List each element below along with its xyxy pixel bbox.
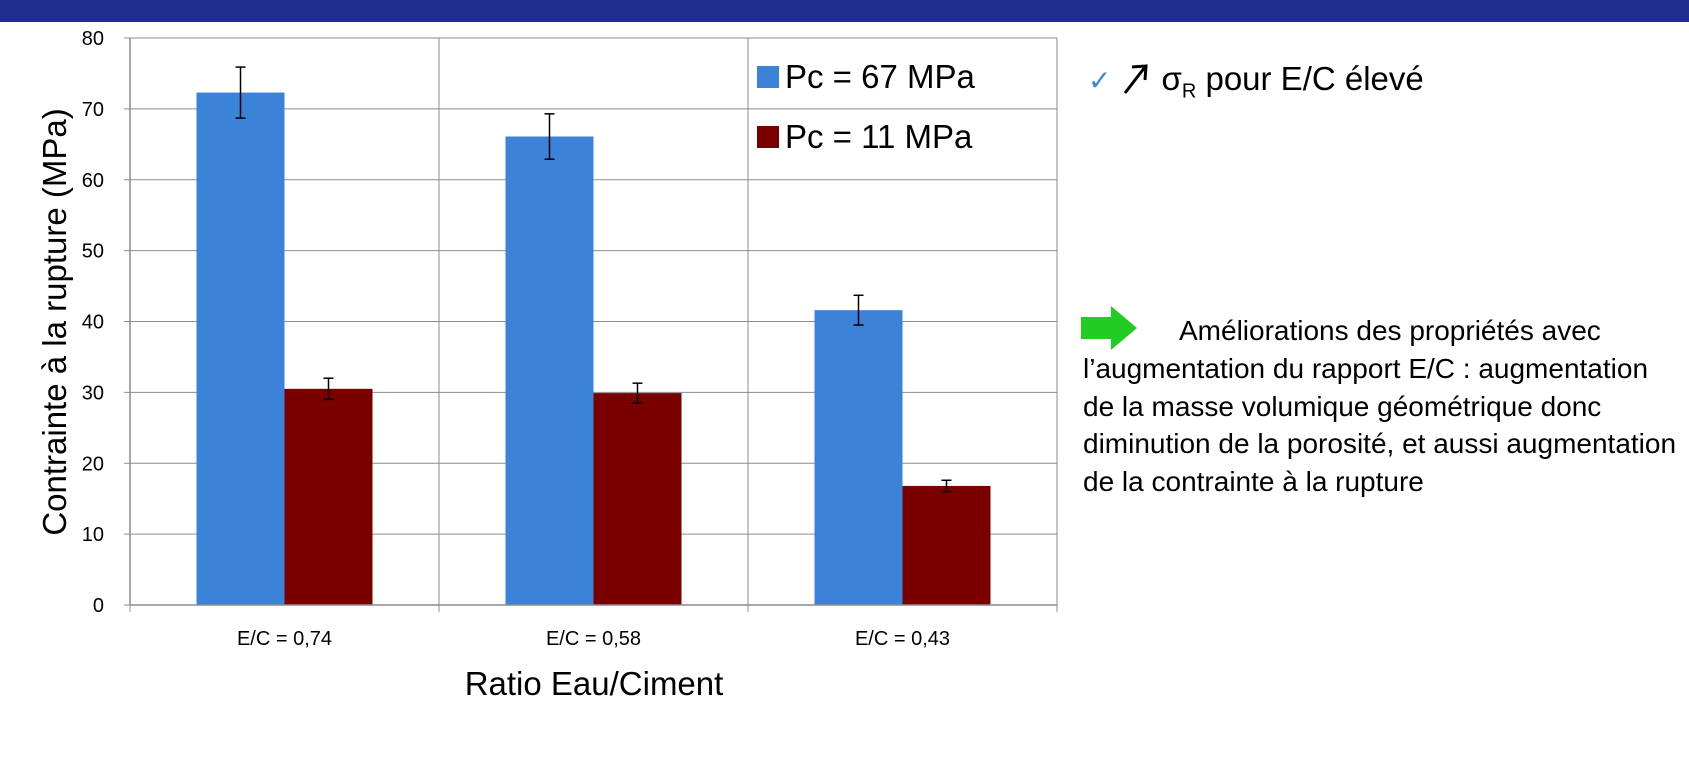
green-right-arrow-icon [1081, 306, 1137, 350]
bar-chart: 0 10 20 30 40 50 60 70 80 E/C = 0,74 E/C = 0,58 E/C… [36, 28, 1058, 702]
y-tick-label: 0 [93, 595, 104, 617]
sigma-symbol: σ [1161, 60, 1182, 97]
bar [505, 136, 594, 606]
top-band [0, 0, 1689, 22]
y-tick-label: 30 [82, 382, 104, 404]
legend-label: Pc = 11 MPa [785, 118, 973, 155]
bar [902, 485, 991, 605]
bar [284, 388, 373, 605]
legend: Pc = 67 MPa Pc = 11 MPa [757, 58, 975, 155]
y-tick-label: 70 [82, 99, 104, 121]
note-2-text: Améliorations des propriétés avec l’augm… [1083, 315, 1677, 497]
y-axis-title: Contrainte à la rupture (MPa) [36, 108, 73, 535]
y-tick-label: 60 [82, 170, 104, 192]
legend-swatch [757, 126, 779, 148]
y-tick-label: 20 [82, 453, 104, 475]
x-tick-label: E/C = 0,43 [855, 628, 950, 650]
x-tick-label: E/C = 0,74 [237, 628, 332, 650]
check-icon: ✓ [1088, 65, 1112, 96]
x-tick-label: E/C = 0,58 [546, 628, 641, 650]
axes: 0 10 20 30 40 50 60 70 80 E/C = 0,74 E/C = 0,58 E/C… [82, 28, 1058, 650]
note-strength-increase: ✓ σR pour E/C élevé [1088, 60, 1424, 102]
bar [593, 393, 682, 605]
note-improvements: Améliorations des propriétés avec l’augm… [1081, 306, 1683, 500]
y-tick-label: 50 [82, 241, 104, 263]
y-tick-label: 10 [82, 524, 104, 546]
bar [196, 92, 285, 606]
bar [814, 310, 903, 605]
legend-swatch [757, 66, 779, 88]
y-tick-label: 40 [82, 312, 104, 334]
sigma-subscript: R [1181, 80, 1197, 103]
x-axis-title: Ratio Eau/Ciment [465, 665, 724, 702]
note-1-text: pour E/C élevé [1205, 60, 1424, 97]
legend-label: Pc = 67 MPa [785, 58, 975, 95]
y-tick-label: 80 [82, 28, 104, 50]
bars [196, 66, 991, 606]
up-right-arrow-icon [1124, 64, 1149, 94]
